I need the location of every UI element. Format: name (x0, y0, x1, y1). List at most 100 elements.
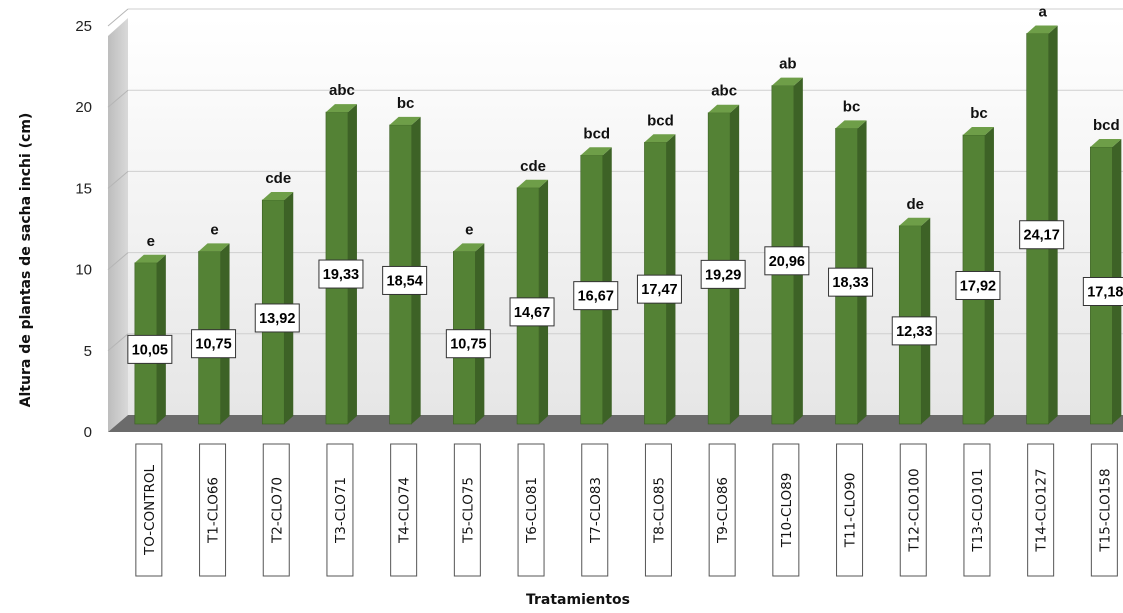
significance-label: bc (397, 95, 415, 112)
data-label: 14,67 (514, 305, 550, 321)
gridline-side (107, 252, 129, 270)
significance-label: ab (779, 56, 797, 73)
y-tick-label: 20 (75, 99, 92, 116)
bar-group: abc 19,33 (318, 82, 364, 425)
category-label: T12-CLO100 (906, 468, 922, 552)
bar-group: cde 13,92 (254, 170, 300, 425)
bar-group: ab 20,96 (764, 56, 810, 425)
category-label: T14-CLO127 (1034, 468, 1050, 552)
category-label: T11-CLO90 (843, 473, 859, 549)
gridlines (107, 8, 1123, 352)
category-label: T7-CLO83 (588, 477, 604, 544)
significance-label: abc (711, 83, 737, 100)
significance-label: bc (970, 105, 988, 122)
category-label-box (517, 443, 545, 577)
bar-group: a 24,17 (1019, 3, 1065, 425)
data-label-box (191, 329, 237, 359)
category-label-box (1090, 443, 1118, 577)
category-label-box (453, 443, 481, 577)
bar-top (580, 147, 612, 156)
data-label-box (636, 274, 682, 304)
significance-label: de (906, 196, 924, 213)
data-label: 13,92 (259, 311, 295, 327)
floor-surface (108, 415, 1123, 432)
data-label-box (382, 265, 428, 295)
category-label: T3-CLO71 (333, 477, 349, 544)
significance-label: cde (265, 170, 291, 187)
data-label: 16,67 (578, 289, 614, 305)
data-label: 24,17 (1024, 228, 1060, 244)
data-label-box (1019, 220, 1065, 250)
category-label-boxes: TO-CONTROL T1-CLO66 T2-CLO70 T3-CLO71 T4-CLO… (135, 443, 1118, 577)
bar-group: abc 19,29 (700, 83, 746, 425)
category-label: T1-CLO66 (206, 477, 222, 544)
bar-top (198, 243, 230, 252)
significance-label: bc (843, 98, 861, 115)
data-label: 10,75 (450, 337, 486, 353)
y-tick-label: 15 (75, 180, 92, 197)
data-label-box (445, 329, 491, 359)
bar-group: de 12,33 (891, 196, 937, 425)
bar-group: bc 17,92 (955, 105, 1001, 425)
data-label-box (700, 259, 746, 289)
plot-background (108, 18, 1123, 432)
data-label: 10,05 (132, 342, 168, 358)
data-label-box (318, 259, 364, 289)
gridline-side (107, 333, 129, 352)
significance-label: bcd (647, 112, 674, 129)
data-label: 10,75 (195, 337, 231, 353)
gridline-side (107, 8, 129, 27)
bar-top (644, 134, 676, 143)
bar-group: bc 18,54 (382, 95, 428, 425)
category-label: T8-CLO85 (651, 477, 667, 544)
category-label-box (836, 443, 864, 577)
bar-top (453, 243, 485, 252)
category-label-box (199, 443, 227, 577)
data-label: 19,33 (323, 267, 359, 283)
data-label-box (254, 303, 300, 333)
category-label-box (708, 443, 736, 577)
significance-label: bcd (1093, 117, 1120, 134)
category-label-box (899, 443, 927, 577)
data-label: 18,33 (832, 275, 868, 291)
y-tick-label: 5 (84, 343, 92, 360)
category-label: T6-CLO81 (524, 477, 540, 544)
category-label: T10-CLO89 (779, 473, 795, 549)
y-tick-label: 25 (75, 18, 92, 35)
plot-floor (108, 415, 1123, 432)
y-axis-ticks: 0 5 10 15 20 25 (75, 18, 92, 441)
category-label-box (326, 443, 354, 577)
significance-label: bcd (583, 125, 610, 142)
category-label: T13-CLO101 (970, 468, 986, 552)
data-label: 17,47 (641, 282, 677, 298)
category-label-box (1027, 443, 1055, 577)
left-wall (108, 18, 128, 432)
significance-label: e (465, 221, 473, 238)
bar-group: bc 18,33 (828, 98, 874, 425)
bar-group: bcd 16,67 (573, 125, 619, 425)
significance-label: abc (329, 82, 355, 99)
data-label-box (828, 267, 874, 297)
significance-label: a (1038, 3, 1047, 20)
bar-top (134, 254, 166, 263)
category-label-box (772, 443, 800, 577)
category-label-box (644, 443, 672, 577)
data-label: 17,18 (1087, 284, 1123, 300)
category-label: T9-CLO86 (715, 477, 731, 544)
data-label-box (955, 270, 1001, 300)
y-axis-title: Altura de plantas de sacha inchi (cm) (18, 113, 34, 408)
data-label-box (509, 297, 555, 327)
category-label-box (390, 443, 418, 577)
category-label-box (963, 443, 991, 577)
data-label-box (573, 281, 619, 311)
back-wall (128, 18, 1123, 415)
category-label-box (262, 443, 290, 577)
gridline-side (107, 89, 129, 108)
bar-top (325, 104, 357, 113)
bar-group: e 10,75 (445, 221, 491, 425)
bar-top (262, 191, 294, 200)
y-tick-label: 0 (84, 424, 92, 441)
significance-label: cde (520, 158, 546, 175)
data-label-box (764, 246, 810, 276)
